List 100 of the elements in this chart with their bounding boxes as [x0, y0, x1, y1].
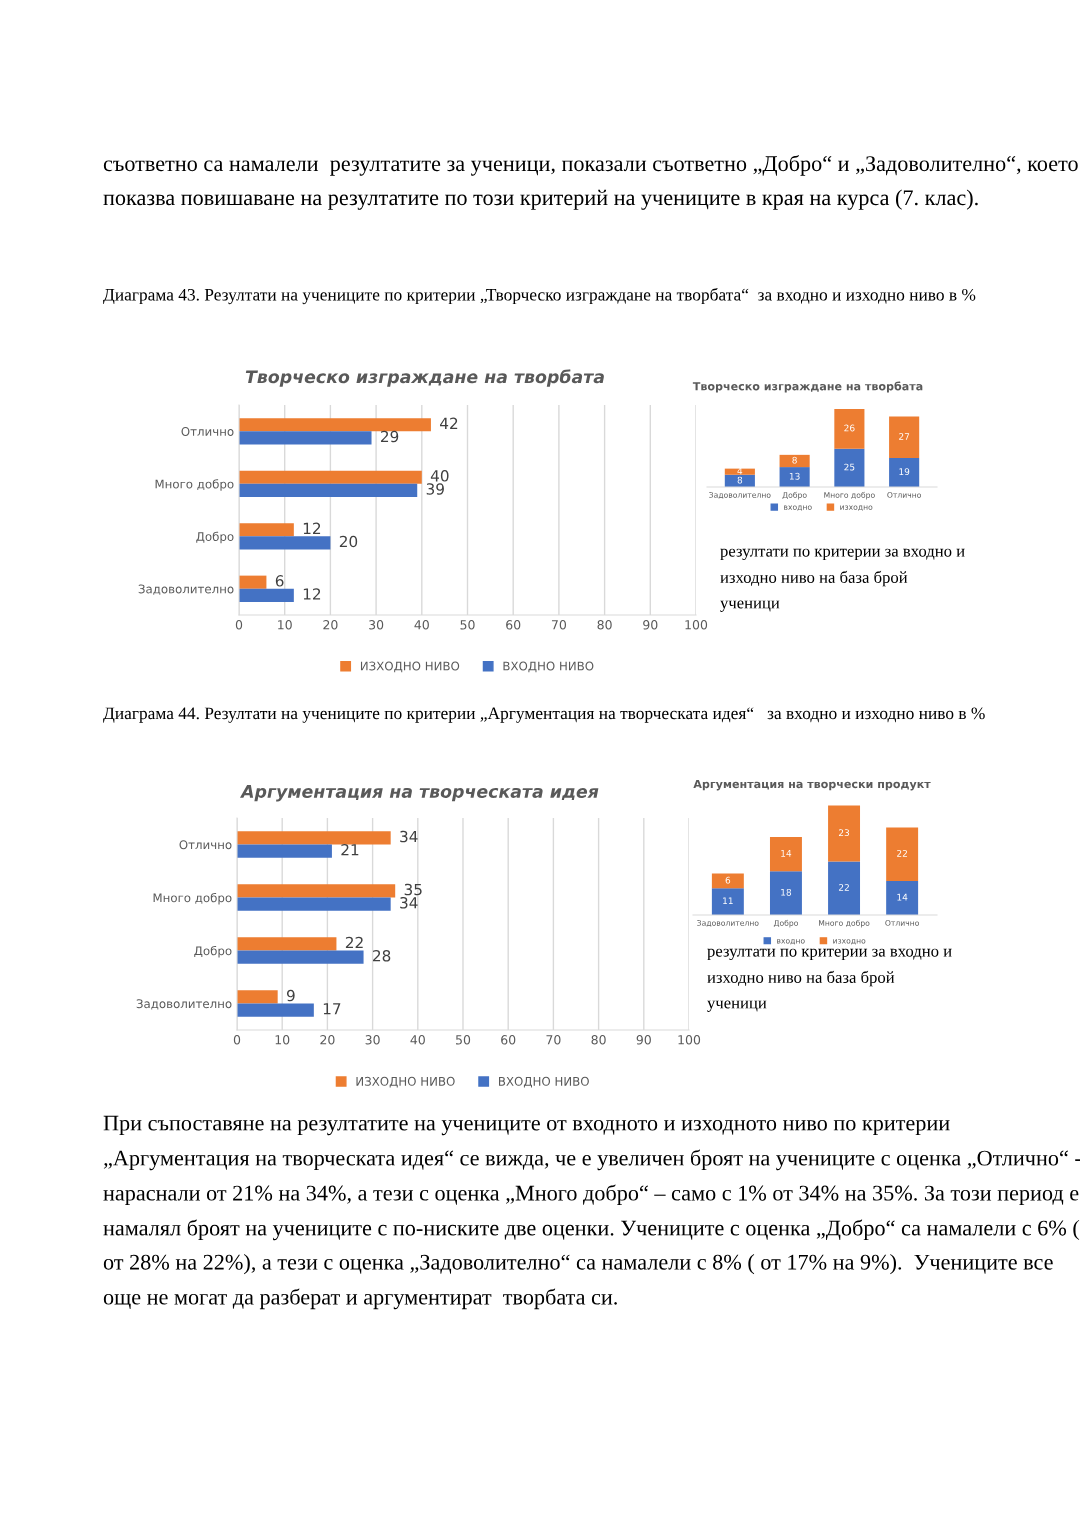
bar [711, 888, 744, 915]
data-label: 22 [897, 849, 907, 857]
chart-title: Аргументация на творческата идея [239, 785, 599, 802]
bar [239, 470, 422, 484]
bar [237, 897, 391, 911]
bar [237, 844, 332, 858]
data-label: 27 [899, 433, 910, 440]
data-label: 20 [339, 535, 358, 548]
data-label: 8 [737, 476, 743, 484]
x-tick-label: 80 [597, 620, 612, 630]
data-label: 11 [723, 897, 733, 905]
bar [779, 467, 810, 487]
y-tick-label: Много добро [155, 479, 234, 491]
bar [828, 861, 861, 915]
y-tick-label: Добро [194, 945, 232, 958]
data-label: 26 [844, 424, 855, 432]
bar [711, 873, 744, 889]
y-tick-label: Отлично [179, 840, 232, 850]
x-tick-label: 30 [365, 1035, 380, 1045]
bar [889, 457, 920, 487]
y-tick-label: Задоволително [138, 584, 234, 595]
bar [237, 831, 391, 845]
bar [239, 588, 294, 602]
bar [779, 454, 810, 468]
data-label: 42 [440, 417, 458, 429]
bar [239, 431, 372, 445]
data-label: 8 [792, 456, 797, 464]
bar [889, 416, 920, 458]
text: При съпоставяне на резултатите на учениците от входното и изходното ниво по критерии „Аргументация на творческата идея“ се вижда, че е увеличен броят на учениците с оценка „Отлично“ - нараснали от 21% на 34%, а тези с оценка „Много добро“ – само с 1% от 34% на 35%. За този период е намалял броят на учениците с по-ниските две оценки. Учениците с оценка „Добро“ са намалели с 6% ( от 28% на 22%), а тези с оценка „Задоволително“ са намалели с 8% ( от 17% на 9%). Учениците все още не могат да разберат и аргументират творбата си. [103, 1115, 1080, 1310]
bar [769, 871, 802, 915]
y-tick-label: Много добро [153, 892, 232, 905]
data-label: 40 [430, 470, 449, 482]
legend-label: ИЗХОДНО НИВО [360, 661, 460, 673]
x-tick-label: 90 [636, 1035, 651, 1045]
x-tick-label: 20 [323, 620, 338, 630]
data-label: 6 [275, 575, 284, 587]
data-label: 12 [303, 588, 321, 600]
y-tick-label: Добро [196, 531, 234, 544]
bar [237, 884, 396, 898]
y-tick-label: Отлично [181, 426, 234, 436]
bar [237, 937, 337, 951]
data-label: 22 [838, 884, 849, 891]
legend-label: ВХОДНО НИВО [499, 1076, 589, 1088]
data-label: 29 [380, 430, 399, 443]
x-tick-label: 10 [275, 1035, 290, 1045]
x-tick-label: 30 [369, 620, 384, 630]
x-tick-label: 60 [506, 620, 521, 630]
text: съответно са намалели резултатите за ученици, показали съответно „Добро“ и „Задоволително“, което показва повишаване на резултатите по този критерий на учениците в края на курса (7. клас). [103, 155, 1078, 210]
data-label: 4 [737, 467, 743, 475]
x-tick-label: 40 [414, 620, 429, 630]
bar [769, 837, 802, 872]
x-tick-label: 90 [643, 620, 658, 630]
x-tick-label: 70 [551, 620, 567, 630]
x-tick-label: 100 [685, 620, 708, 630]
text: резултати по критерии за входно и изходно ниво на база брой ученици [707, 948, 952, 1012]
legend-label: ИЗХОДНО НИВО [356, 1076, 455, 1088]
x-tick-label: 50 [456, 1035, 471, 1045]
data-label: 35 [404, 883, 422, 896]
bar [237, 950, 364, 964]
bar [834, 448, 865, 487]
bar [886, 880, 919, 915]
data-label: 22 [345, 936, 363, 949]
x-tick-label: 100 [678, 1035, 701, 1045]
x-tick-label: 50 [460, 620, 475, 630]
bar [237, 990, 278, 1004]
bar [239, 575, 267, 589]
x-tick-label: 80 [591, 1035, 606, 1045]
x-tick-label: 0 [233, 1035, 241, 1045]
x-tick-label: 20 [320, 1035, 335, 1045]
bar [886, 827, 919, 881]
bar [239, 523, 294, 537]
text: Диаграма 43. Резултати на учениците по критерии „Творческо изграждане на творбата“ за входно и изходно ниво в % [103, 288, 976, 305]
x-tick-label: 0 [235, 620, 243, 630]
data-label: 34 [400, 897, 418, 909]
data-label: 14 [781, 850, 792, 857]
data-label: 17 [323, 1003, 341, 1015]
bar [239, 483, 418, 497]
y-tick-label: Задоволително [136, 999, 232, 1010]
chart-title: Творческо изграждане на творбата [692, 381, 923, 393]
x-tick-label: 60 [501, 1035, 516, 1045]
bar [834, 408, 865, 449]
data-label: 19 [899, 468, 910, 476]
data-label: 39 [426, 483, 444, 495]
text: резултати по критерии за входно и изходно ниво на база брой ученици [720, 548, 965, 612]
x-tick-label: 10 [278, 620, 292, 630]
data-label: 23 [838, 829, 850, 837]
data-label: 25 [844, 463, 855, 471]
data-label: 6 [725, 876, 731, 884]
data-label: 21 [341, 844, 359, 856]
data-label: 14 [897, 893, 908, 901]
bar [239, 418, 431, 432]
bar [237, 1003, 314, 1017]
x-tick-label: 40 [410, 1035, 425, 1045]
data-label: 13 [789, 472, 800, 480]
bar [239, 536, 331, 550]
bar [828, 805, 861, 862]
chart-title: Творческо изграждане на творбата [245, 369, 604, 387]
x-tick-label: 70 [546, 1035, 561, 1045]
data-label: 34 [400, 830, 418, 843]
data-label: 9 [286, 989, 295, 1002]
